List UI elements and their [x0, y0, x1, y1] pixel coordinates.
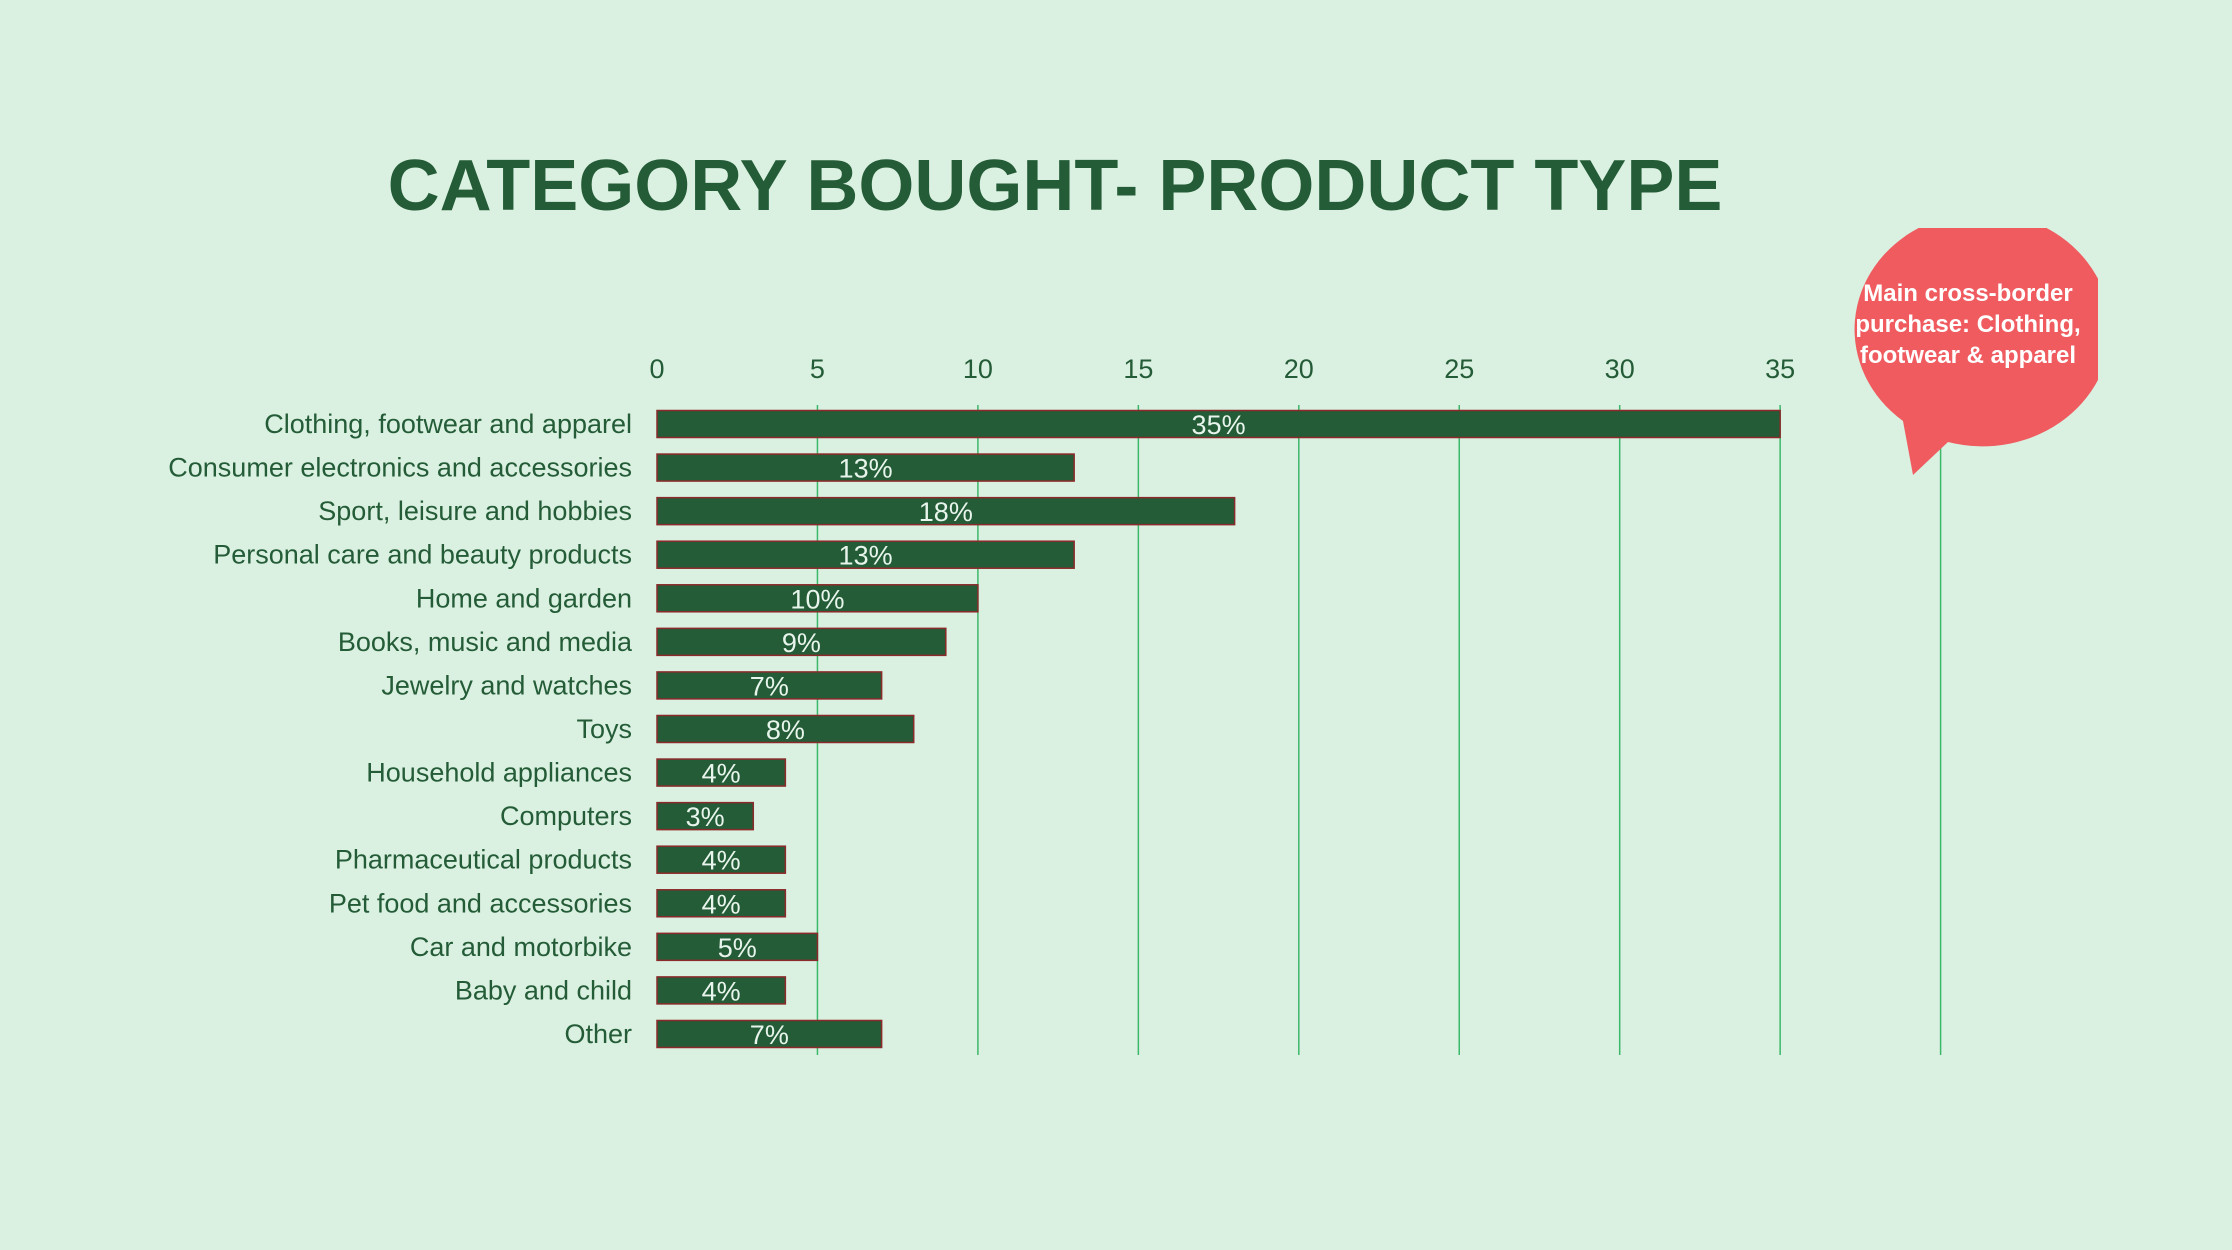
category-labels: Clothing, footwear and apparel Consumer e…: [168, 409, 633, 1049]
x-tick-label: 30: [1605, 354, 1635, 384]
data-label: 9%: [782, 628, 821, 658]
bar: [656, 889, 787, 918]
x-tick-label: 20: [1284, 354, 1314, 384]
callout-text: Main cross-border purchase: Clothing, fo…: [1855, 280, 2081, 369]
category-label: Personal care and beauty products: [213, 540, 632, 570]
data-label: 4%: [702, 846, 741, 876]
x-tick-label: 0: [649, 354, 664, 384]
callout-speech-shape: [1854, 228, 2098, 475]
category-label: Consumer electronics and accessories: [168, 453, 632, 483]
category-label: Household appliances: [366, 758, 632, 788]
bar: [656, 453, 1075, 482]
category-label: Computers: [500, 801, 632, 831]
bar: [656, 758, 787, 787]
data-label: 4%: [702, 976, 741, 1006]
x-tick-label: 25: [1444, 354, 1474, 384]
data-label: 13%: [839, 454, 893, 484]
bar: [656, 409, 1781, 439]
data-label: 4%: [702, 759, 741, 789]
category-label: Car and motorbike: [410, 932, 632, 962]
x-axis-ticks: 0 5 10 15 20 25 30 35: [649, 354, 1795, 384]
data-label: 7%: [750, 671, 789, 701]
bar: [656, 932, 819, 962]
category-label: Pet food and accessories: [329, 888, 632, 918]
category-label: Clothing, footwear and apparel: [264, 409, 632, 439]
category-label: Pharmaceutical products: [335, 845, 632, 875]
bar: [656, 671, 883, 700]
bar: [656, 584, 979, 613]
bar: [656, 801, 755, 831]
callout-bubble: [1854, 228, 2098, 475]
bar: [656, 845, 787, 874]
data-label: 4%: [702, 889, 741, 919]
data-labels: 35% 13% 18% 13% 10% 9% 7% 8% 4% 3% 4% 4% 5% 4% 7%: [686, 410, 1246, 1050]
bar: [656, 496, 1236, 526]
x-tick-label: 5: [810, 354, 825, 384]
chart-title: CATEGORY BOUGHT- PRODUCT TYPE: [387, 146, 1723, 226]
bars: [656, 409, 1781, 1049]
bar: [656, 714, 915, 744]
x-tick-label: 35: [1765, 354, 1795, 384]
bar: [656, 540, 1075, 569]
bar: [656, 627, 947, 657]
category-label: Books, music and media: [338, 627, 633, 657]
category-label: Home and garden: [416, 583, 632, 613]
bar: [656, 1019, 883, 1049]
data-label: 35%: [1192, 410, 1246, 440]
data-label: 7%: [750, 1020, 789, 1050]
data-label: 8%: [766, 715, 805, 745]
x-tick-label: 15: [1123, 354, 1153, 384]
category-label: Toys: [576, 714, 632, 744]
category-label: Baby and child: [455, 975, 632, 1005]
data-label: 18%: [919, 497, 973, 527]
data-label: 5%: [718, 933, 757, 963]
category-label: Jewelry and watches: [381, 670, 632, 700]
bar: [656, 976, 787, 1005]
category-label: Sport, leisure and hobbies: [318, 496, 632, 526]
category-label: Other: [564, 1019, 632, 1049]
data-label: 3%: [686, 802, 725, 832]
data-label: 10%: [790, 584, 844, 614]
x-tick-label: 10: [963, 354, 993, 384]
data-label: 13%: [839, 541, 893, 571]
